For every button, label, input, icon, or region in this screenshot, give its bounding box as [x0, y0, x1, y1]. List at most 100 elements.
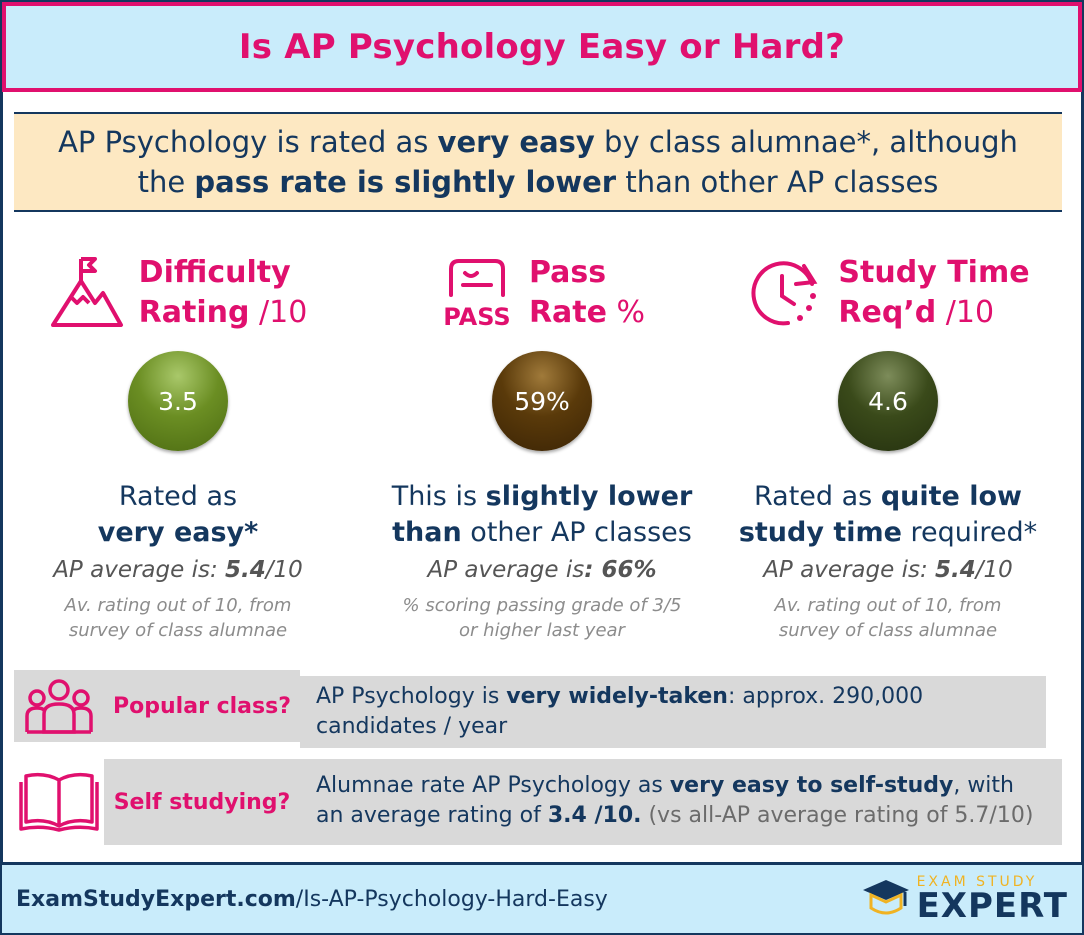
difficulty-score-ball: 3.5: [128, 351, 228, 451]
difficulty-note: Av. rating out of 10, from survey of cla…: [8, 593, 348, 643]
pass-verdict-text: This is: [391, 481, 486, 512]
logo-bottom-text: EXPERT: [916, 886, 1068, 926]
study-verdict-text: required*: [901, 517, 1038, 548]
summary-banner: AP Psychology is rated as very easy by c…: [14, 112, 1062, 212]
pass-verdict-emphasis: slightly lower: [485, 481, 693, 512]
logo-top-text: EXAM STUDY: [916, 874, 1038, 890]
popular-class-text-box: AP Psychology is very widely-taken: appr…: [300, 676, 1046, 748]
pass-average: AP average is: 66%: [372, 557, 712, 583]
note-line: or higher last year: [459, 620, 625, 641]
study-verdict-emphasis: quite low: [880, 481, 1022, 512]
summary-emphasis: pass rate is slightly lower: [194, 165, 617, 199]
self-study-emphasis: 3.4 /10.: [547, 803, 642, 828]
popular-class-row: Popular class? AP Psychology is very wid…: [14, 670, 1062, 748]
pass-icon: PASS: [443, 259, 511, 331]
logo-text: EXAM STUDY EXPERT: [917, 875, 1068, 923]
avg-value: 5.4: [225, 557, 266, 583]
self-study-text-part: , with an average rating of: [316, 773, 1014, 828]
footer-url-domain: ExamStudyExpert.com: [16, 886, 296, 912]
difficulty-average: AP average is: 5.4/10: [8, 557, 348, 583]
pass-verdict-emphasis: than: [392, 517, 462, 548]
pass-header: PASS Pass Rate %: [372, 248, 712, 338]
difficulty-verdict-emphasis: very easy*: [97, 517, 259, 548]
difficulty-verdict-line1: Rated as: [118, 481, 238, 512]
summary-text: by class alumnae*, although: [594, 125, 1018, 159]
popular-class-label: Popular class?: [104, 670, 300, 742]
open-book-icon: [19, 772, 99, 832]
pass-score-ball: 59%: [492, 351, 592, 451]
avg-value: 5.4: [935, 557, 976, 583]
summary-line-2: the pass rate is slightly lower than oth…: [14, 162, 1062, 202]
study-average: AP average is: 5.4/10: [718, 557, 1058, 583]
pass-icon-text: PASS: [443, 303, 510, 331]
difficulty-title-line1: Difficulty: [138, 255, 291, 290]
study-title-line2: Req’d: [838, 295, 937, 330]
self-study-text-part: Alumnae rate AP Psychology as: [316, 773, 670, 798]
popular-emphasis: very widely-taken: [506, 684, 728, 709]
pass-unit: %: [607, 295, 646, 330]
self-study-row: Self studying? Alumnae rate AP Psycholog…: [14, 759, 1062, 845]
pass-verdict: This is slightly lower than other AP cla…: [372, 479, 712, 551]
pass-title: Pass Rate %: [529, 253, 645, 333]
avg-unit: /10: [975, 557, 1013, 583]
mountain-flag-icon: [50, 257, 123, 327]
note-line: % scoring passing grade of 3/5: [402, 595, 682, 616]
study-score: 4.6: [868, 386, 908, 416]
summary-text: than other AP classes: [616, 165, 939, 199]
popular-icon-box: [14, 670, 104, 742]
study-verdict-emphasis: study time: [738, 517, 902, 548]
pass-verdict-text: other AP classes: [461, 517, 692, 548]
pass-score: 59%: [514, 386, 570, 416]
self-study-comparison: (vs all-AP average rating of 5.7/10): [641, 803, 1034, 828]
summary-line-1: AP Psychology is rated as very easy by c…: [14, 122, 1062, 162]
study-header: Study Time Req’d /10: [718, 248, 1058, 338]
popular-text: : approx. 290,000 candidates / year: [316, 684, 924, 739]
pass-title-line1: Pass: [528, 255, 607, 290]
difficulty-title-line2: Rating: [138, 295, 250, 330]
self-study-emphasis: very easy to self-study: [669, 773, 954, 798]
note-line: Av. rating out of 10, from: [64, 595, 292, 616]
clock-icon: [751, 261, 818, 326]
note-line: Av. rating out of 10, from: [774, 595, 1002, 616]
page-title: Is AP Psychology Easy or Hard?: [238, 27, 846, 67]
avg-label: AP average is:: [763, 557, 936, 583]
study-unit: /10: [936, 295, 995, 330]
brand-logo: EXAM STUDY EXPERT: [861, 875, 1068, 923]
group-icon: [25, 679, 93, 734]
pass-note: % scoring passing grade of 3/5 or higher…: [372, 593, 712, 643]
study-title: Study Time Req’d /10: [838, 253, 1029, 333]
avg-label: AP average is:: [53, 557, 226, 583]
title-bar: Is AP Psychology Easy or Hard?: [2, 2, 1082, 92]
study-note: Av. rating out of 10, from survey of cla…: [718, 593, 1058, 643]
difficulty-unit: /10: [249, 295, 308, 330]
study-column: Study Time Req’d /10 4.6 Rated as quite …: [718, 248, 1058, 658]
difficulty-title: Difficulty Rating /10: [139, 253, 308, 333]
study-verdict: Rated as quite low study time required*: [718, 479, 1058, 551]
pass-column: PASS Pass Rate % 59% This is slightly lo…: [372, 248, 712, 658]
difficulty-score: 3.5: [158, 386, 198, 416]
study-verdict-text: Rated as: [754, 481, 881, 512]
summary-text: the: [137, 165, 195, 199]
self-study-text: Alumnae rate AP Psychology as very easy …: [300, 759, 1062, 845]
avg-unit: /10: [265, 557, 303, 583]
graduation-cap-icon: [862, 880, 909, 915]
difficulty-header: Difficulty Rating /10: [8, 248, 348, 338]
summary-emphasis: very easy: [437, 125, 595, 159]
footer-url[interactable]: ExamStudyExpert.com/Is-AP-Psychology-Har…: [16, 887, 608, 912]
study-score-ball: 4.6: [838, 351, 938, 451]
self-study-icon-box: [14, 759, 104, 845]
avg-value: : 66%: [584, 557, 657, 583]
study-title-line1: Study Time: [838, 255, 1030, 290]
note-line: survey of class alumnae: [68, 620, 288, 641]
difficulty-verdict: Rated as very easy*: [8, 479, 348, 551]
self-study-label: Self studying?: [104, 759, 300, 845]
footer-url-path: /Is-AP-Psychology-Hard-Easy: [295, 886, 608, 912]
footer: ExamStudyExpert.com/Is-AP-Psychology-Har…: [2, 862, 1082, 933]
popular-class-text: AP Psychology is very widely-taken: appr…: [300, 670, 1062, 748]
avg-label: AP average is: [427, 557, 585, 583]
difficulty-column: Difficulty Rating /10 3.5 Rated as very …: [8, 248, 348, 658]
note-line: survey of class alumnae: [778, 620, 998, 641]
pass-title-line2: Rate: [528, 295, 607, 330]
popular-text: AP Psychology is: [316, 684, 507, 709]
summary-text: AP Psychology is rated as: [58, 125, 438, 159]
